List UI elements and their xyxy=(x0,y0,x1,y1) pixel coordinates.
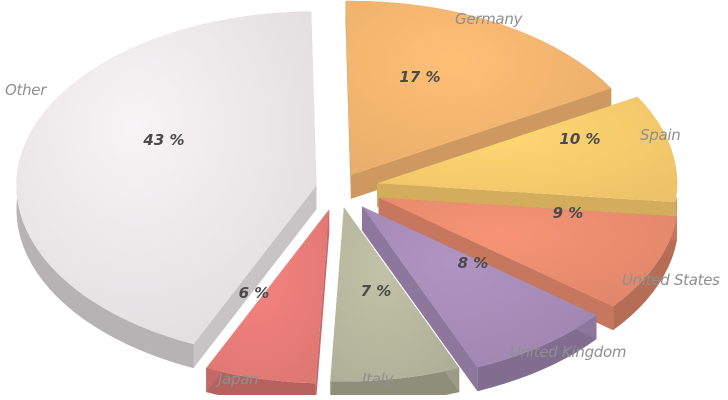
pie-slice-germany xyxy=(345,0,612,199)
pie-slice-top xyxy=(362,206,597,368)
slice-value-label: 17 % xyxy=(399,68,440,86)
pie-slice-side xyxy=(206,368,316,400)
pie-slice-top xyxy=(330,207,460,382)
slice-value-label: 43 % xyxy=(142,131,184,149)
pie-slice-edge xyxy=(345,0,351,199)
slice-category-label: Spain xyxy=(640,126,680,144)
pie-slice-united-kingdom xyxy=(362,206,597,392)
pie-slice-side xyxy=(477,315,597,392)
slice-value-label: 6 % xyxy=(239,284,270,302)
slice-value-label: 7 % xyxy=(361,282,392,300)
pie-slice-edge xyxy=(362,206,478,392)
pie-slice-edge xyxy=(193,185,317,369)
pie-slice-side xyxy=(330,368,460,400)
slice-value-label: 8 % xyxy=(458,254,489,272)
slice-value-label: 9 % xyxy=(553,204,584,222)
pie-slice-italy xyxy=(330,207,460,400)
slice-category-label: Other xyxy=(5,81,47,99)
pie-slice-other xyxy=(16,11,317,369)
slice-category-label: Italy xyxy=(362,370,394,388)
pie-slice-side xyxy=(613,216,677,331)
pie-slice-top xyxy=(16,11,317,345)
slice-category-label: Japan xyxy=(215,370,258,388)
pie-slice-top xyxy=(377,96,678,202)
pie-slice-top xyxy=(345,0,612,175)
slice-value-label: 10 % xyxy=(559,130,600,148)
pie-slice-top xyxy=(206,209,330,384)
slice-category-label: United Kingdom xyxy=(510,343,626,361)
slice-category-label: Germany xyxy=(455,10,524,28)
pie-slice-top xyxy=(378,197,677,307)
pie-slice-edge xyxy=(315,209,330,400)
pie-slice-japan xyxy=(206,209,330,400)
slice-category-label: United States xyxy=(622,271,720,289)
